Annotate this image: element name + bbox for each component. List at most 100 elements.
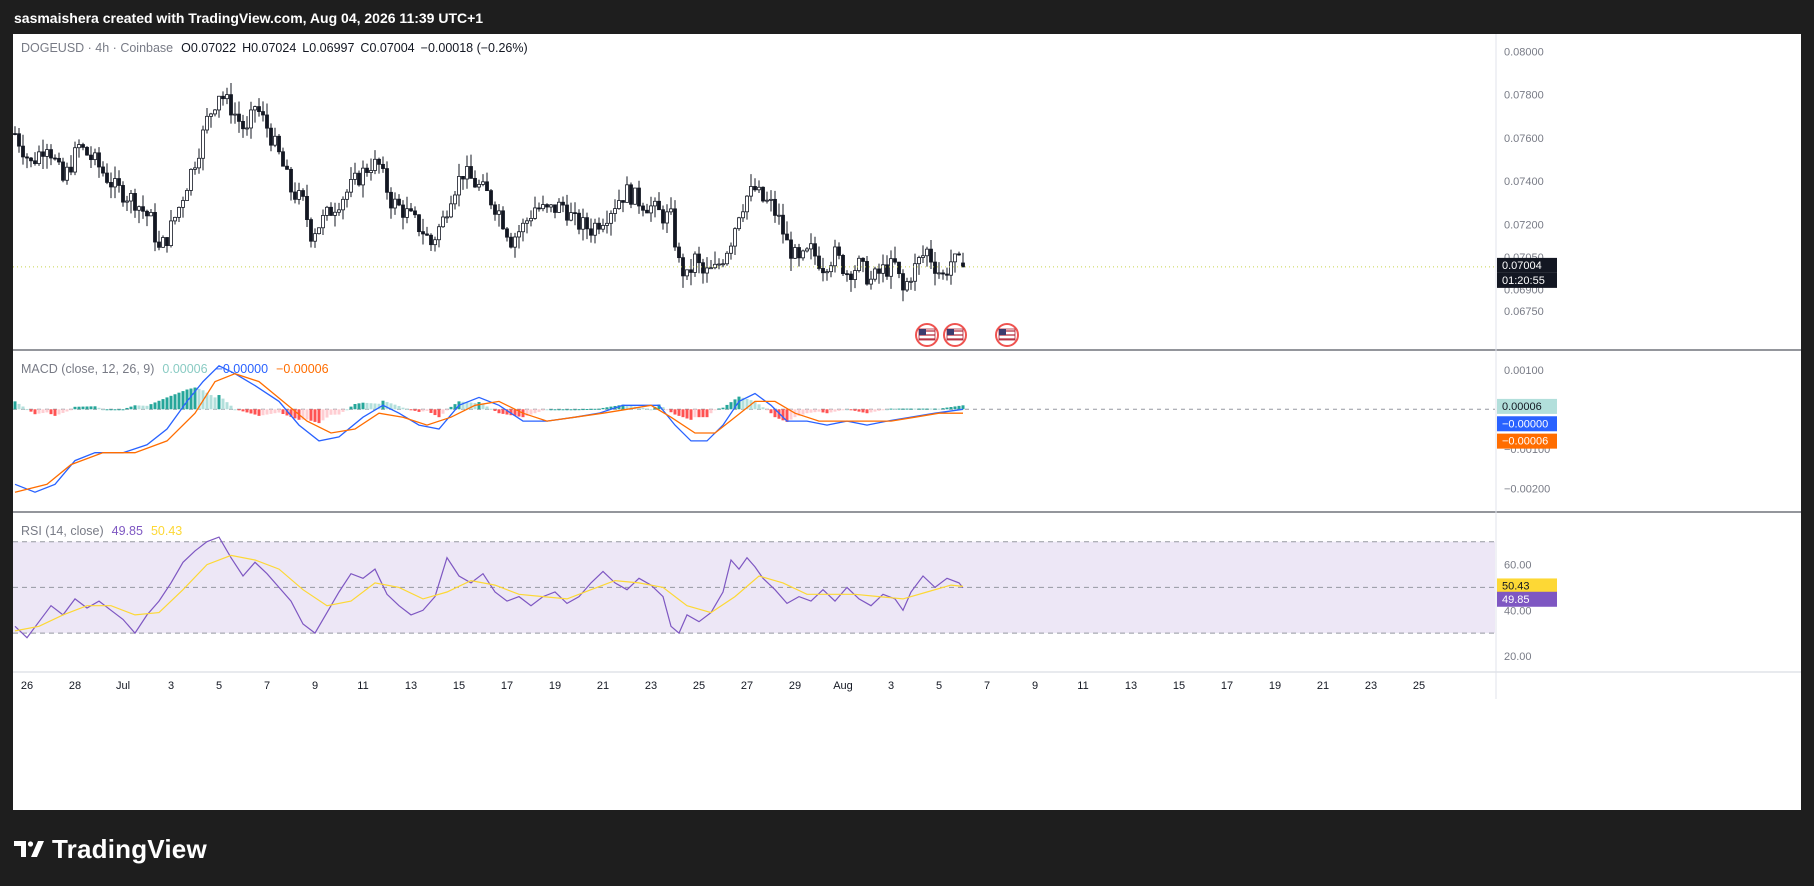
legend-line: RSI (14, close) 49.85 50.43 xyxy=(21,524,182,538)
x-tick-label: 5 xyxy=(936,680,942,692)
macd-histogram-bar xyxy=(761,407,765,410)
macd-histogram-bar xyxy=(29,409,33,412)
candle-body xyxy=(193,167,197,170)
macd-histogram-bar xyxy=(597,408,601,410)
event-marker[interactable] xyxy=(995,323,1019,347)
x-tick-label: 27 xyxy=(741,680,753,692)
macd-histogram-bar xyxy=(713,409,717,411)
macd-histogram-bar xyxy=(309,409,313,421)
candle-body xyxy=(201,129,205,159)
macd-histogram-bar xyxy=(437,409,441,418)
candle-body xyxy=(701,262,705,274)
candle-body xyxy=(829,265,833,273)
candle-body xyxy=(13,133,17,135)
candle-body xyxy=(457,176,461,196)
macd-histogram-bar xyxy=(277,409,281,413)
candle-body xyxy=(729,245,733,254)
candle-body xyxy=(733,228,737,247)
candle-body xyxy=(697,253,701,264)
macd-histogram-bar xyxy=(677,409,681,416)
economic-events[interactable] xyxy=(915,323,1019,347)
macd-histogram-bar xyxy=(645,408,649,410)
event-marker[interactable] xyxy=(943,323,967,347)
macd-histogram-bar xyxy=(345,409,349,411)
macd-histogram-bar xyxy=(621,404,625,410)
macd-histogram-bar xyxy=(493,409,497,411)
macd-histogram-bar xyxy=(897,408,901,410)
candle-body xyxy=(65,166,69,181)
candle-body xyxy=(525,220,529,224)
chart-svg[interactable]: 0.067500.069000.070500.072000.074000.076… xyxy=(13,34,1801,810)
candle-body xyxy=(197,157,201,169)
x-tick-label: 13 xyxy=(1125,680,1137,692)
time-axis[interactable]: 26 28 Jul 3 5 7 9 11 13 15 17 19 21 23 25 27 29 Aug 3 5 7 9 11… xyxy=(21,680,1425,692)
macd-histogram-bar xyxy=(561,409,565,411)
candle-body xyxy=(225,94,229,100)
y-tick-label: 0.07200 xyxy=(1504,219,1544,231)
macd-histogram-bar xyxy=(949,407,953,410)
candle-body xyxy=(365,167,369,173)
macd-histogram-bar xyxy=(585,408,589,410)
candle-body xyxy=(221,95,225,100)
flag-canton xyxy=(947,329,954,335)
candle-body xyxy=(589,228,593,236)
rsi-line xyxy=(14,536,964,639)
macd-histogram-bar xyxy=(61,409,65,413)
macd-histogram-bar xyxy=(169,395,173,410)
candle-body xyxy=(73,147,77,173)
macd-histogram-bar xyxy=(373,403,377,410)
macd-histogram-bar xyxy=(825,409,829,414)
macd-histogram-bar xyxy=(501,409,505,414)
macd-histogram-bar xyxy=(809,409,813,413)
macd-histogram-bar xyxy=(57,409,61,415)
macd-histogram-bar xyxy=(193,387,197,410)
macd-histogram-bar xyxy=(177,392,181,410)
macd-histogram-bar xyxy=(161,399,165,410)
macd-hist-tag-bg xyxy=(1497,398,1557,414)
price-axes[interactable]: 0.067500.069000.070500.072000.074000.076… xyxy=(1497,46,1557,663)
candle-body xyxy=(561,201,565,206)
candle-body xyxy=(633,187,637,205)
candle-body xyxy=(301,190,305,197)
macd-histogram-bar xyxy=(97,407,101,410)
legend-c-label: C xyxy=(360,41,369,55)
macd-histogram-bar xyxy=(933,408,937,410)
candle-body xyxy=(877,268,881,274)
macd-histogram-bar xyxy=(341,409,345,412)
last-price-tag-bg xyxy=(1497,257,1557,273)
candle-body xyxy=(485,181,489,192)
flag-canton xyxy=(919,329,926,335)
macd-histogram-bar xyxy=(781,409,785,421)
macd-histogram-bar xyxy=(917,408,921,410)
macd-histogram-bar xyxy=(681,409,685,418)
macd-line-tag-bg xyxy=(1497,416,1557,432)
macd-histogram-bar xyxy=(957,405,961,410)
candle-body xyxy=(353,172,357,180)
x-tick-label: 23 xyxy=(1365,680,1377,692)
candle-body xyxy=(185,190,189,201)
macd-histogram-bar xyxy=(233,409,237,411)
macd-line-value: −0.00000 xyxy=(216,362,269,376)
macd-histogram-bar xyxy=(305,409,309,420)
macd-histogram-bar xyxy=(857,409,861,412)
candle-body xyxy=(781,214,785,235)
macd-histogram-bar xyxy=(65,409,69,412)
candle-body xyxy=(545,204,549,208)
candle-body xyxy=(77,144,81,149)
macd-histogram-bar xyxy=(301,409,305,420)
macd-histogram-bar xyxy=(889,408,893,410)
event-marker[interactable] xyxy=(915,323,939,347)
candle-body xyxy=(305,195,309,220)
candle-body xyxy=(53,157,57,160)
candle-body xyxy=(437,226,441,241)
candle-body xyxy=(745,195,749,213)
macd-histogram-bar xyxy=(257,409,261,416)
macd-histogram-bar xyxy=(249,409,253,414)
candle-body xyxy=(597,222,601,230)
candle-body xyxy=(241,120,245,130)
candle-body xyxy=(637,187,641,207)
macd-histogram-bar xyxy=(237,409,241,411)
macd-histogram-bar xyxy=(129,406,133,410)
candle-body xyxy=(549,204,553,208)
candle-body xyxy=(909,280,913,283)
